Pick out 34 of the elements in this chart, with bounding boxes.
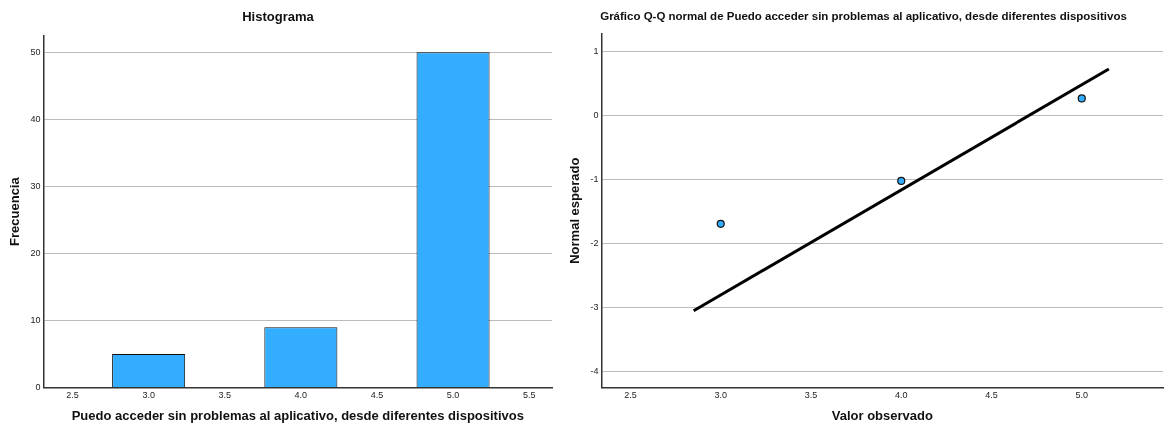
y-axis-title: Frecuencia — [7, 176, 23, 246]
y-tick-label: 0 — [593, 110, 599, 121]
point — [897, 176, 906, 186]
x-tick-label: 3.0 — [714, 390, 727, 401]
y-tick-label: -3 — [590, 302, 599, 313]
y-tick-label: -2 — [590, 238, 599, 249]
chart-title: Gráfico Q-Q normal de Puedo acceder sin problemas al aplicativo, desde diferentes dispositivos — [600, 10, 1127, 23]
point — [716, 219, 725, 228]
x-axis-title: Valor observado — [831, 407, 933, 423]
x-tick-label: 5.0 — [1075, 390, 1089, 401]
y-tick-label: 40 — [30, 113, 41, 124]
x-tick-label: 4.5 — [985, 390, 998, 401]
x-tick-label: 2.5 — [624, 390, 637, 401]
y-tick-label: 1 — [593, 46, 599, 57]
x-tick-label: 2.5 — [66, 390, 79, 401]
x-tick-label: 4.0 — [294, 390, 308, 401]
y-tick-label: -1 — [590, 174, 599, 185]
y-tick-label: 50 — [30, 46, 41, 57]
x-tick-label: 3.5 — [804, 390, 818, 401]
y-tick-label: 20 — [30, 247, 41, 258]
x-tick-label: 5.0 — [446, 390, 460, 401]
point — [1077, 94, 1086, 103]
y-tick-label: 10 — [30, 315, 41, 326]
y-axis-title: Normal esperado — [567, 157, 583, 264]
x-tick-label: 4.0 — [895, 390, 908, 401]
y-tick-label: 0 — [35, 382, 41, 393]
y-tick-label: -4 — [590, 366, 599, 377]
x-tick-label: 4.5 — [370, 390, 384, 401]
x-tick-label: 5.5 — [522, 390, 536, 401]
y-tick-label: 30 — [30, 180, 41, 191]
x-tick-label: 3.0 — [142, 390, 155, 401]
x-axis-title: Puedo acceder sin problemas al aplicativo, desde diferentes dispositivos — [71, 407, 524, 423]
chart-title: Histograma — [242, 9, 315, 25]
x-tick-label: 3.5 — [218, 390, 231, 401]
